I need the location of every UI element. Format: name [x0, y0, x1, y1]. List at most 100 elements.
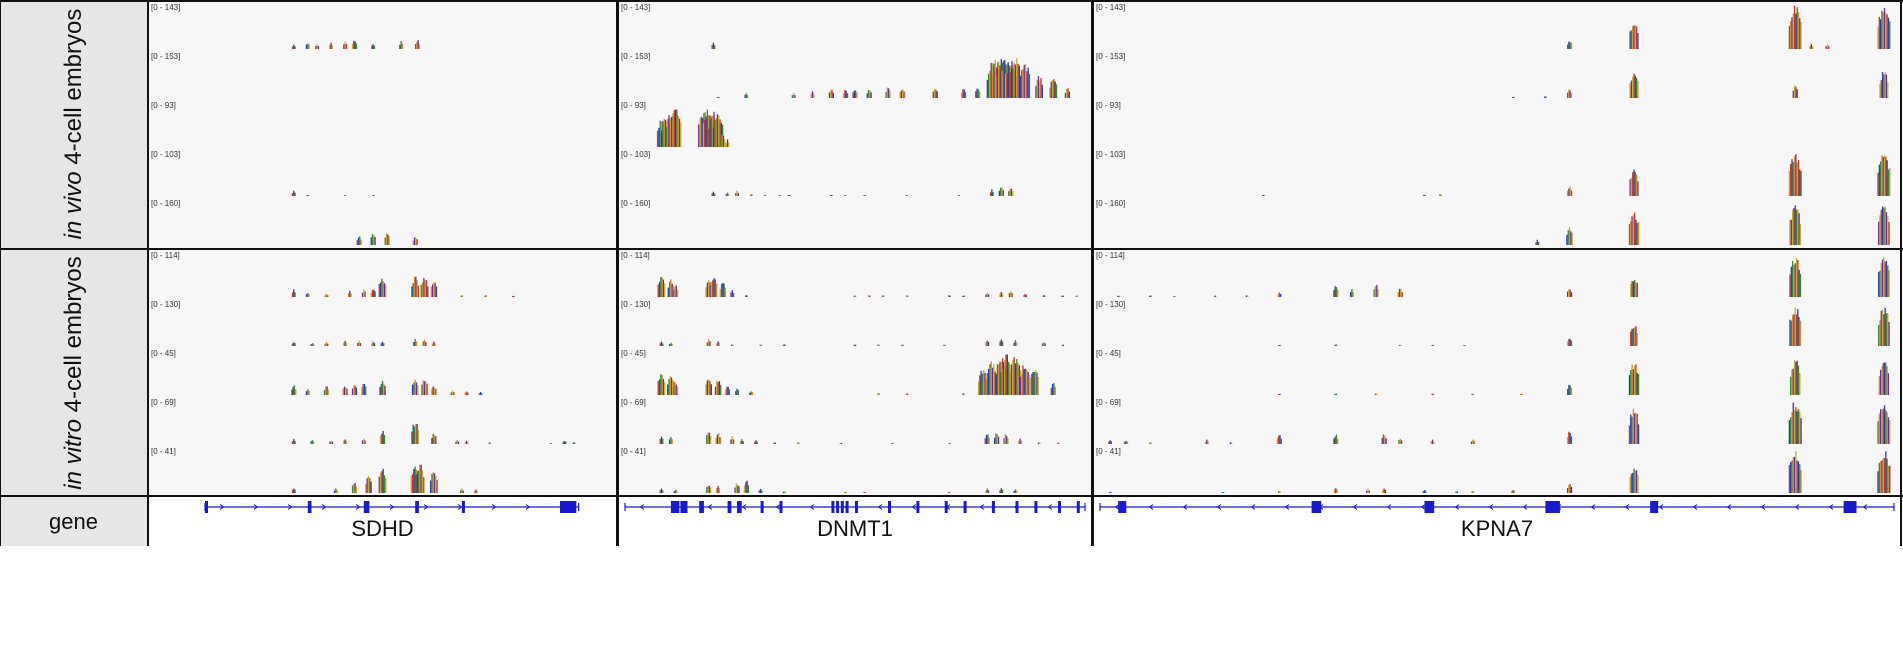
- coverage-bar: [369, 478, 371, 493]
- coverage-bar: [1799, 18, 1801, 49]
- coverage-bar: [717, 382, 719, 395]
- coverage-bar: [305, 294, 308, 297]
- coverage-bar: [1381, 437, 1383, 444]
- coverage-bar: [855, 295, 857, 297]
- coverage-bar: [845, 491, 847, 493]
- coverage-bar: [350, 293, 352, 297]
- coverage-bar: [730, 292, 732, 297]
- coverage-bar: [305, 44, 308, 49]
- coverage-bar: [1055, 84, 1058, 98]
- coverage-bar: [1016, 490, 1018, 493]
- coverage-bar: [1796, 411, 1798, 444]
- coverage-bar: [343, 195, 346, 196]
- coverage-bar: [1385, 438, 1387, 444]
- coverage-bar: [1635, 26, 1638, 49]
- coverage-bar: [1018, 440, 1020, 444]
- coverage-bar: [1886, 160, 1888, 196]
- coverage-bar: [1424, 194, 1426, 196]
- strand-arrow: [355, 504, 361, 510]
- coverage-track: [0 - 160]: [149, 198, 616, 246]
- coverage-bar: [899, 91, 901, 98]
- coverage-bar: [1789, 319, 1791, 346]
- coverage-bar: [1109, 440, 1111, 444]
- border-col-2: [1091, 0, 1094, 546]
- coverage-bar: [1883, 7, 1886, 50]
- coverage-bar: [1634, 413, 1636, 444]
- coverage-bar: [878, 393, 880, 395]
- coverage-peak: [1535, 239, 1540, 245]
- coverage-bar: [550, 443, 552, 444]
- coverage-peak: [361, 438, 366, 444]
- coverage-bar: [373, 235, 375, 245]
- coverage-peak: [378, 468, 387, 493]
- coverage-bar: [721, 134, 723, 147]
- coverage-bar: [1885, 212, 1888, 245]
- coverage-track-svg: [149, 51, 616, 99]
- coverage-peak: [1566, 384, 1573, 395]
- coverage-bar: [1214, 295, 1217, 297]
- coverage-bar: [451, 390, 454, 395]
- coverage-peak: [744, 93, 749, 98]
- coverage-bar: [461, 488, 463, 493]
- coverage-bar: [963, 393, 965, 395]
- coverage-peak: [351, 482, 358, 493]
- border-top: [0, 0, 1903, 2]
- coverage-bar: [724, 389, 727, 395]
- coverage-bar: [989, 192, 992, 196]
- coverage-peak: [999, 292, 1004, 297]
- coverage-bar: [1011, 293, 1013, 297]
- coverage-bar: [1035, 85, 1037, 98]
- coverage-peak: [1471, 491, 1475, 493]
- coverage-bar: [798, 442, 800, 444]
- coverage-peak: [905, 295, 909, 297]
- coverage-peak: [1470, 439, 1475, 444]
- coverage-bar: [987, 294, 990, 297]
- coverage-bar: [1053, 382, 1055, 395]
- coverage-bar: [708, 485, 710, 493]
- coverage-bar: [1632, 408, 1635, 444]
- coverage-bar: [1877, 421, 1879, 444]
- coverage-bar: [1887, 373, 1890, 395]
- coverage-bar: [1878, 221, 1880, 245]
- coverage-bar: [294, 343, 296, 346]
- coverage-bar: [371, 234, 374, 245]
- coverage-bar: [992, 192, 994, 196]
- coverage-peak: [1566, 289, 1573, 297]
- gene-exon: [840, 501, 844, 513]
- coverage-bar: [751, 194, 753, 196]
- coverage-bar: [1118, 295, 1120, 297]
- coverage-bar: [373, 195, 375, 196]
- track-range-label: [0 - 69]: [621, 398, 646, 407]
- coverage-bar: [311, 343, 314, 346]
- coverage-bar: [668, 115, 670, 147]
- coverage-bar: [731, 436, 733, 444]
- coverage-bar: [664, 283, 666, 297]
- coverage-bar: [993, 364, 995, 395]
- coverage-bar: [676, 289, 679, 297]
- coverage-bar: [355, 387, 358, 395]
- coverage-bar: [706, 380, 709, 395]
- coverage-peak: [1334, 344, 1338, 346]
- coverage-bar: [1791, 159, 1793, 196]
- coverage-bar: [1633, 73, 1635, 98]
- coverage-bar: [668, 439, 671, 444]
- gene-exon: [944, 501, 948, 513]
- coverage-bar: [431, 474, 433, 493]
- coverage-bar: [782, 344, 785, 346]
- coverage-peak: [1792, 85, 1798, 98]
- coverage-peak: [342, 386, 348, 395]
- track-range-label: [0 - 103]: [151, 150, 181, 159]
- border-label: [147, 0, 149, 546]
- coverage-bar: [1566, 436, 1569, 444]
- coverage-bar: [674, 286, 676, 297]
- coverage-bar: [996, 364, 999, 395]
- coverage-bar: [1471, 393, 1473, 395]
- coverage-bar: [436, 480, 438, 493]
- coverage-bar: [421, 470, 424, 493]
- coverage-bar: [1791, 17, 1793, 49]
- coverage-peak: [749, 391, 754, 395]
- coverage-bar: [1566, 234, 1568, 245]
- coverage-bar: [1000, 187, 1002, 196]
- coverage-bar: [944, 344, 946, 346]
- coverage-bar: [1791, 261, 1794, 297]
